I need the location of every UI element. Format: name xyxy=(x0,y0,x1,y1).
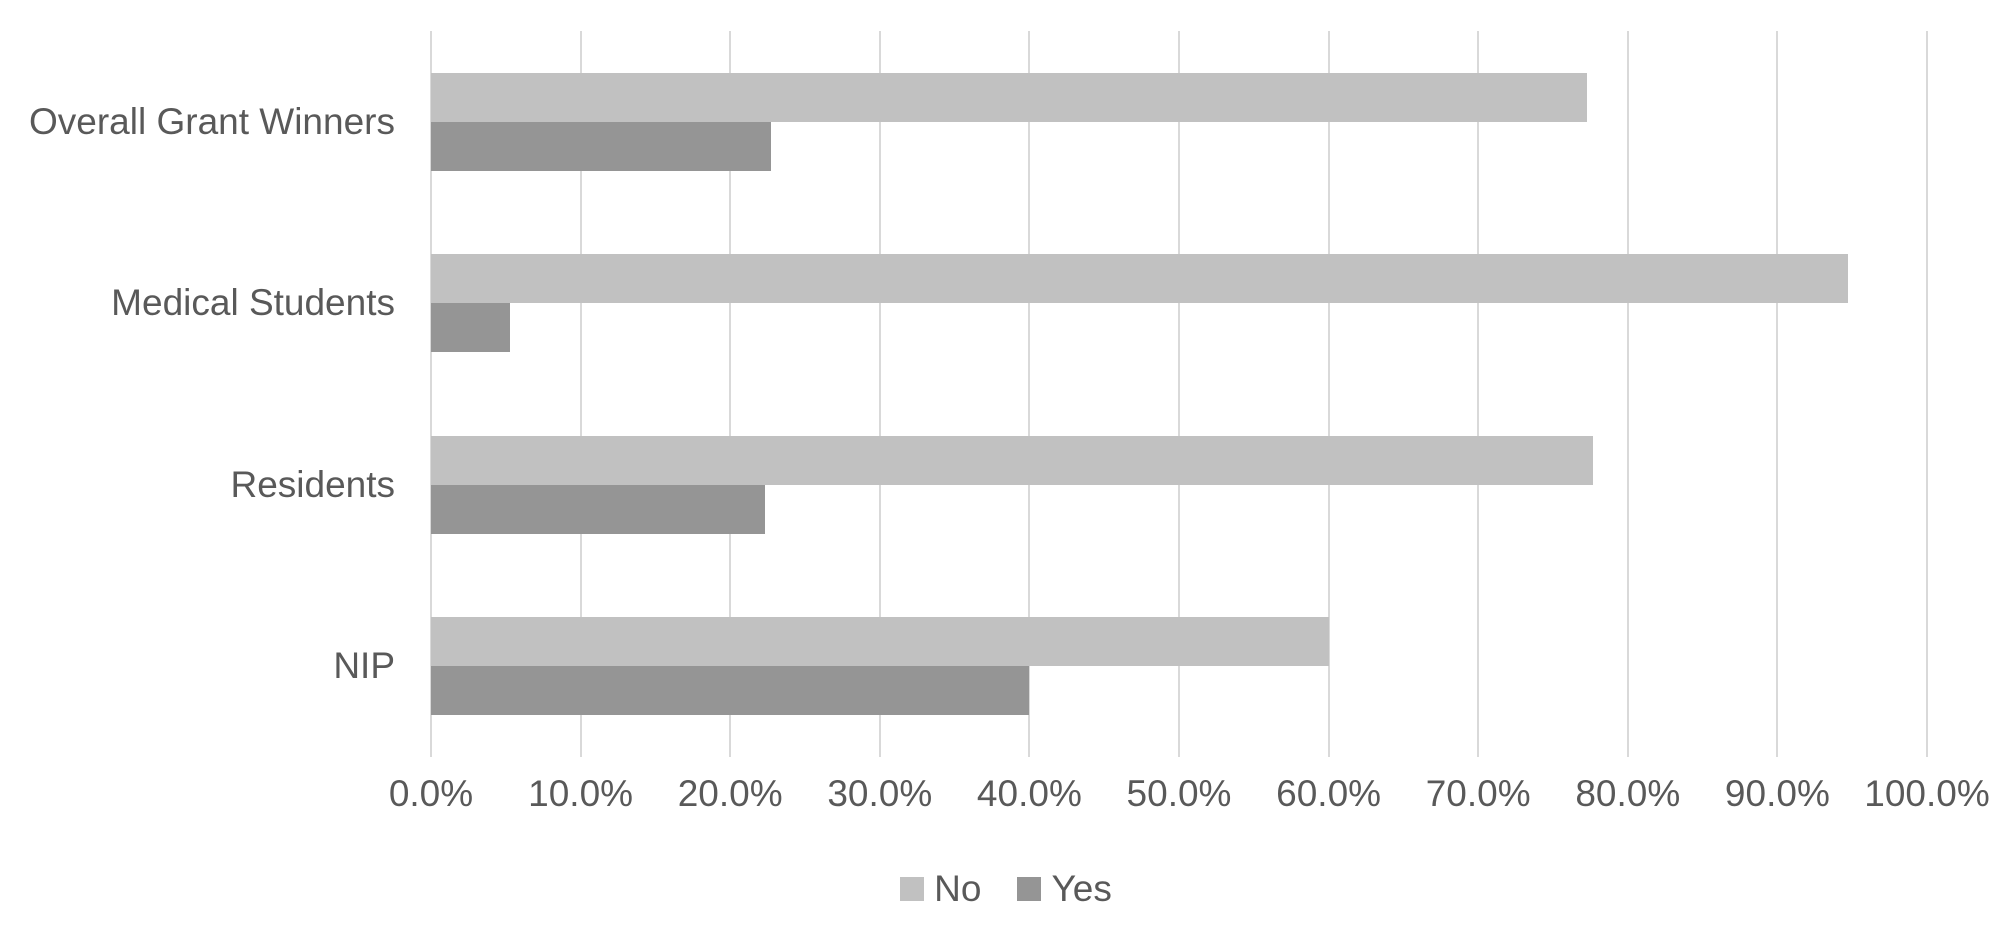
bar-yes-medical-students xyxy=(431,303,511,353)
bar-no-nip xyxy=(431,617,1329,667)
legend-label-no: No xyxy=(934,868,982,909)
category-label-medical-students: Medical Students xyxy=(111,282,395,324)
legend-swatch-yes xyxy=(1017,877,1042,901)
category-label-nip: NIP xyxy=(333,645,395,687)
x-tick-label-30: 30.0% xyxy=(827,773,933,814)
x-tick-label-70: 70.0% xyxy=(1425,773,1531,814)
x-axis: 0.0% 10.0% 20.0% 30.0% 40.0% 50.0% 60.0% 70.0% 8… xyxy=(389,773,1990,833)
gridline-90 xyxy=(1776,31,1779,757)
gridline-80 xyxy=(1626,31,1629,757)
x-tick-label-0: 0.0% xyxy=(388,773,474,814)
x-tick-label-50: 50.0% xyxy=(1126,773,1232,814)
gridline-70 xyxy=(1477,31,1480,757)
category-label-residents: Residents xyxy=(230,463,395,505)
category-axis: Overall Grant Winners Medical Students Res… xyxy=(0,31,431,757)
gridline-20 xyxy=(729,31,732,757)
legend: No Yes xyxy=(0,868,2012,910)
gridline-60 xyxy=(1327,31,1330,757)
bar-yes-nip xyxy=(431,666,1030,716)
bar-yes-residents xyxy=(431,484,765,534)
legend-swatch-no xyxy=(900,877,925,901)
x-tick-label-100: 100.0% xyxy=(1864,773,1990,814)
gridline-50 xyxy=(1178,31,1180,757)
legend-item-no: No xyxy=(900,868,981,910)
bar-yes-overall-grant-winners xyxy=(431,121,771,171)
plot-area xyxy=(430,31,1928,757)
x-tick-label-40: 40.0% xyxy=(976,773,1082,814)
gridline-10 xyxy=(579,31,582,757)
x-tick-label-90: 90.0% xyxy=(1724,773,1830,814)
x-tick-label-60: 60.0% xyxy=(1276,773,1382,814)
gridline-30 xyxy=(878,31,881,757)
bar-no-medical-students xyxy=(431,254,1848,304)
bar-no-residents xyxy=(431,435,1594,485)
x-tick-label-20: 20.0% xyxy=(677,773,783,814)
x-tick-label-80: 80.0% xyxy=(1575,773,1681,814)
category-label-overall-grant-winners: Overall Grant Winners xyxy=(29,100,395,142)
bar-no-overall-grant-winners xyxy=(431,72,1588,122)
gridline-40 xyxy=(1028,31,1031,757)
gridline-100 xyxy=(1926,31,1928,757)
gridline-0 xyxy=(430,31,432,757)
x-tick-label-10: 10.0% xyxy=(528,773,634,814)
legend-label-yes: Yes xyxy=(1051,868,1112,909)
legend-item-yes: Yes xyxy=(1017,868,1112,910)
